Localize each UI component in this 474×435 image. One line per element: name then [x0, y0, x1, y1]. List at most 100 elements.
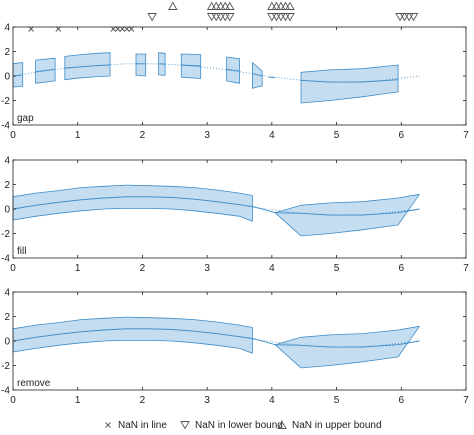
confidence-band	[12, 184, 253, 222]
legend-item: NaN in upper bound	[277, 420, 382, 431]
x-tick-label: 2	[140, 263, 146, 274]
nan-in-line-marker	[55, 26, 62, 32]
confidence-band	[12, 316, 253, 354]
x-tick-label: 1	[75, 263, 81, 274]
x-tick-label: 2	[140, 130, 146, 141]
data-line-segment	[12, 328, 420, 348]
nan-in-lower-bound-marker	[276, 13, 286, 22]
nan-in-lower-bound-marker	[395, 13, 405, 22]
y-tick-label: 4	[4, 23, 10, 34]
nan-in-lower-bound-marker	[215, 13, 226, 22]
nan-in-upper-bound-marker	[211, 1, 221, 10]
data-line-segment	[300, 79, 399, 83]
x-tick-label: 5	[334, 263, 340, 274]
legend-label: NaN in line	[118, 420, 167, 431]
x-tick-label: 3	[204, 130, 210, 141]
y-tick-label: 2	[4, 312, 10, 323]
confidence-band	[251, 62, 263, 89]
y-tick-label: 0	[4, 72, 10, 83]
x-tick-label: 7	[463, 130, 469, 141]
confidence-band	[135, 53, 147, 77]
y-tick-label: -2	[1, 229, 10, 240]
nan-in-line-marker	[128, 26, 135, 32]
nan-in-lower-bound-marker	[280, 13, 291, 22]
panel-label: fill	[17, 246, 26, 257]
center-dotted-line	[12, 63, 420, 83]
nan-in-upper-bound-marker	[271, 1, 282, 10]
y-tick-label: -2	[1, 361, 10, 372]
nan-in-line-marker	[115, 26, 121, 32]
nan-in-upper-bound-marker	[285, 1, 295, 10]
nan-in-lower-bound-marker	[206, 13, 217, 22]
x-tick-label: 1	[75, 395, 81, 406]
triangle-down-icon	[180, 421, 190, 430]
y-tick-label: 2	[4, 180, 10, 191]
x-tick-label: 4	[269, 130, 275, 141]
x-tick-label: 6	[399, 395, 405, 406]
nan-in-upper-bound-marker	[276, 1, 286, 10]
x-tick-label: 5	[334, 130, 340, 141]
y-tick-label: 0	[4, 205, 10, 216]
x-tick-label: 0	[10, 395, 16, 406]
data-line-segment	[252, 73, 263, 77]
x-tick-label: 6	[399, 263, 405, 274]
panel-label: gap	[17, 113, 34, 124]
nan-in-lower-bound-marker	[399, 13, 410, 22]
data-line-segment	[64, 64, 111, 69]
y-tick-label: -4	[1, 386, 10, 397]
nan-in-lower-bound-marker	[211, 13, 221, 22]
panel-label: remove	[17, 378, 51, 389]
x-tick-label: 5	[334, 395, 340, 406]
y-tick-label: 4	[4, 288, 10, 299]
nan-in-lower-bound-marker	[225, 13, 235, 22]
nan-in-upper-bound-marker	[220, 1, 231, 10]
nan-in-lower-bound-marker	[408, 13, 419, 22]
nan-in-lower-bound-marker	[285, 13, 295, 22]
data-line-segment	[181, 64, 201, 67]
nan-in-upper-bound-marker	[206, 1, 217, 10]
y-tick-label: 0	[4, 337, 10, 348]
legend-label: NaN in upper bound	[292, 420, 382, 431]
nan-in-line-marker	[119, 26, 126, 32]
x-tick-label: 1	[75, 130, 81, 141]
legend: NaN in line NaN in lower bound NaN in uppe…	[105, 420, 382, 431]
nan-in-upper-bound-marker	[225, 1, 235, 10]
data-line-segment	[12, 196, 420, 216]
x-tick-label: 7	[463, 263, 469, 274]
x-tick-label: 7	[463, 395, 469, 406]
x-tick-label: 3	[204, 263, 210, 274]
data-line-segment	[268, 76, 276, 79]
confidence-band	[180, 53, 202, 79]
y-tick-label: 4	[4, 156, 10, 167]
data-line-segment	[35, 68, 56, 73]
y-tick-label: 2	[4, 47, 10, 58]
confidence-band	[300, 64, 399, 104]
nan-in-upper-bound-marker	[168, 1, 178, 10]
nan-in-line-marker	[110, 26, 117, 32]
chart-panel-gap: 0 1 2 3 4 5 6 7 -4 -2 0 2 4 gap	[1, 1, 469, 141]
y-tick-label: -4	[1, 121, 10, 132]
x-tick-label: 4	[269, 263, 275, 274]
data-line-segment	[226, 68, 240, 72]
nan-in-lower-bound-marker	[404, 13, 414, 22]
nan-in-line-marker	[28, 26, 34, 32]
legend-item: NaN in lower bound	[180, 420, 283, 431]
nan-in-line-marker	[124, 26, 130, 32]
x-tick-label: 2	[140, 395, 146, 406]
cross-icon	[105, 422, 111, 428]
nan-in-lower-bound-marker	[147, 13, 157, 22]
x-tick-label: 0	[10, 263, 16, 274]
nan-in-lower-bound-marker	[220, 13, 231, 22]
legend-label: NaN in lower bound	[195, 420, 283, 431]
nan-in-upper-bound-marker	[215, 1, 226, 10]
x-tick-label: 4	[269, 395, 275, 406]
x-tick-label: 6	[399, 130, 405, 141]
chart-panel-remove: 0 1 2 3 4 5 6 7 -4 -2 0 2 4 remove	[1, 288, 469, 407]
y-tick-label: -4	[1, 254, 10, 265]
x-tick-label: 3	[204, 395, 210, 406]
legend-item: NaN in line	[105, 420, 167, 431]
triangle-up-icon	[277, 420, 287, 429]
nan-in-upper-bound-marker	[267, 1, 277, 10]
x-tick-label: 0	[10, 130, 16, 141]
